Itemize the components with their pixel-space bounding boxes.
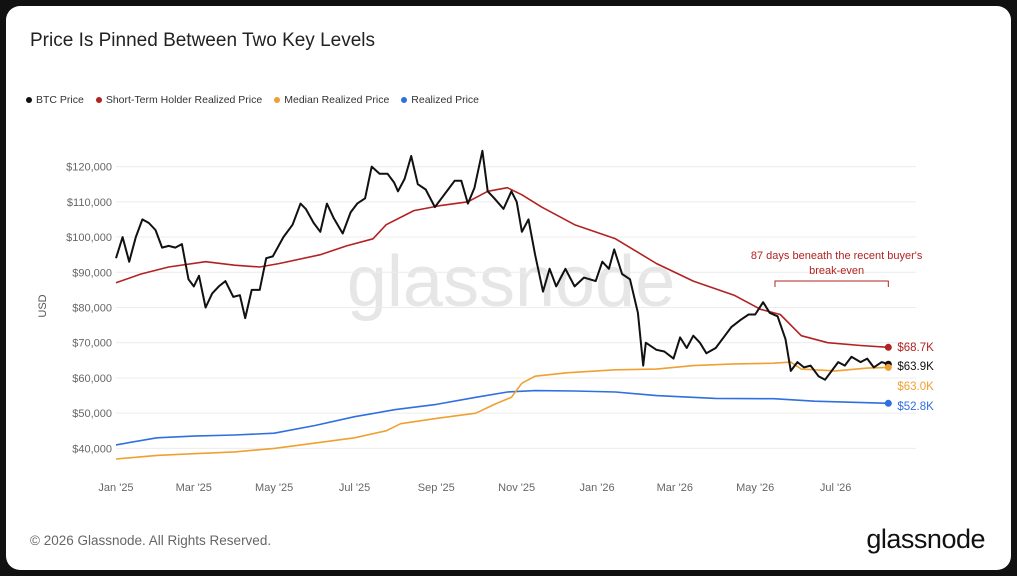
annotation-bracket <box>774 280 889 287</box>
chart-title: Price Is Pinned Between Two Key Levels <box>30 30 376 51</box>
y-tick-label: $40,000 <box>72 443 112 455</box>
grid-lines <box>116 166 916 449</box>
x-tick-label: Jul '25 <box>339 482 370 494</box>
y-tick-label: $70,000 <box>72 338 112 350</box>
series-line-realized-price <box>115 389 889 446</box>
y-axis-label: USD <box>37 294 49 317</box>
end-dot <box>884 399 892 407</box>
legend-label-realized: Realized Price <box>411 94 479 106</box>
legend-dot-realized <box>401 97 408 103</box>
legend: BTC Price Short-Term Holder Realized Pri… <box>26 94 479 106</box>
brand-logo[interactable]: glassnode <box>866 524 985 554</box>
y-tick-label: $60,000 <box>72 373 112 385</box>
legend-label-median: Median Realized Price <box>284 94 390 106</box>
legend-item-sth[interactable]: Short-Term Holder Realized Price <box>95 94 263 106</box>
y-tick-label: $90,000 <box>72 267 112 279</box>
x-tick-label: Mar '26 <box>657 482 693 494</box>
x-tick-label: Jan '26 <box>579 482 614 494</box>
legend-dot-sth <box>95 97 102 103</box>
end-value-label: $63.0K <box>897 381 934 393</box>
legend-dot-median <box>274 97 281 103</box>
x-axis-ticks: Jan '25 Mar '25 May '25 Jul '25 Sep '25 Nov '… <box>98 482 851 494</box>
x-tick-label: Mar '25 <box>176 482 212 494</box>
x-tick-label: May '25 <box>255 482 293 494</box>
legend-label-btc: BTC Price <box>36 94 84 106</box>
x-tick-label: Nov '25 <box>498 482 535 494</box>
chart-card: Price Is Pinned Between Two Key Levels B… <box>6 6 1011 570</box>
y-tick-label: $120,000 <box>66 162 112 174</box>
legend-item-realized[interactable]: Realized Price <box>401 94 479 106</box>
x-tick-label: Jul '26 <box>820 482 851 494</box>
watermark: glassnode <box>347 242 675 322</box>
chart-svg: glassnode $40,000 $50,000 $60,000 $70,000 $8… <box>37 149 934 494</box>
x-tick-label: May '26 <box>736 482 774 494</box>
annotation: 87 days beneath the recent buyer's break-… <box>751 250 923 287</box>
legend-dot-btc <box>26 97 32 103</box>
end-value-label: $63.9K <box>897 361 934 373</box>
end-markers: $68.7K $63.9K $63.0K $52.8K <box>884 342 934 413</box>
y-tick-label: $100,000 <box>66 232 112 244</box>
end-dot <box>884 343 892 351</box>
series-line-btc-price <box>115 149 889 381</box>
annotation-text-line1: 87 days beneath the recent buyer's <box>751 250 923 262</box>
x-tick-label: Sep '25 <box>418 482 455 494</box>
annotation-text-line2: break-even <box>809 265 864 277</box>
end-dot <box>884 363 892 371</box>
footer-copyright: © 2026 Glassnode. All Rights Reserved. <box>30 533 272 548</box>
end-value-label: $52.8K <box>897 401 934 413</box>
legend-label-sth: Short-Term Holder Realized Price <box>105 94 263 106</box>
y-tick-label: $80,000 <box>72 303 112 315</box>
y-tick-label: $110,000 <box>67 197 112 209</box>
series-lines <box>115 149 889 460</box>
legend-item-btc[interactable]: BTC Price <box>26 94 84 106</box>
x-tick-label: Jan '25 <box>98 482 133 494</box>
legend-item-median[interactable]: Median Realized Price <box>274 94 389 106</box>
y-axis-ticks: $40,000 $50,000 $60,000 $70,000 $80,000 $90,0… <box>66 162 112 456</box>
y-tick-label: $50,000 <box>72 408 112 420</box>
series-line-median-realized-price <box>115 361 889 460</box>
end-value-label: $68.7K <box>897 342 934 354</box>
